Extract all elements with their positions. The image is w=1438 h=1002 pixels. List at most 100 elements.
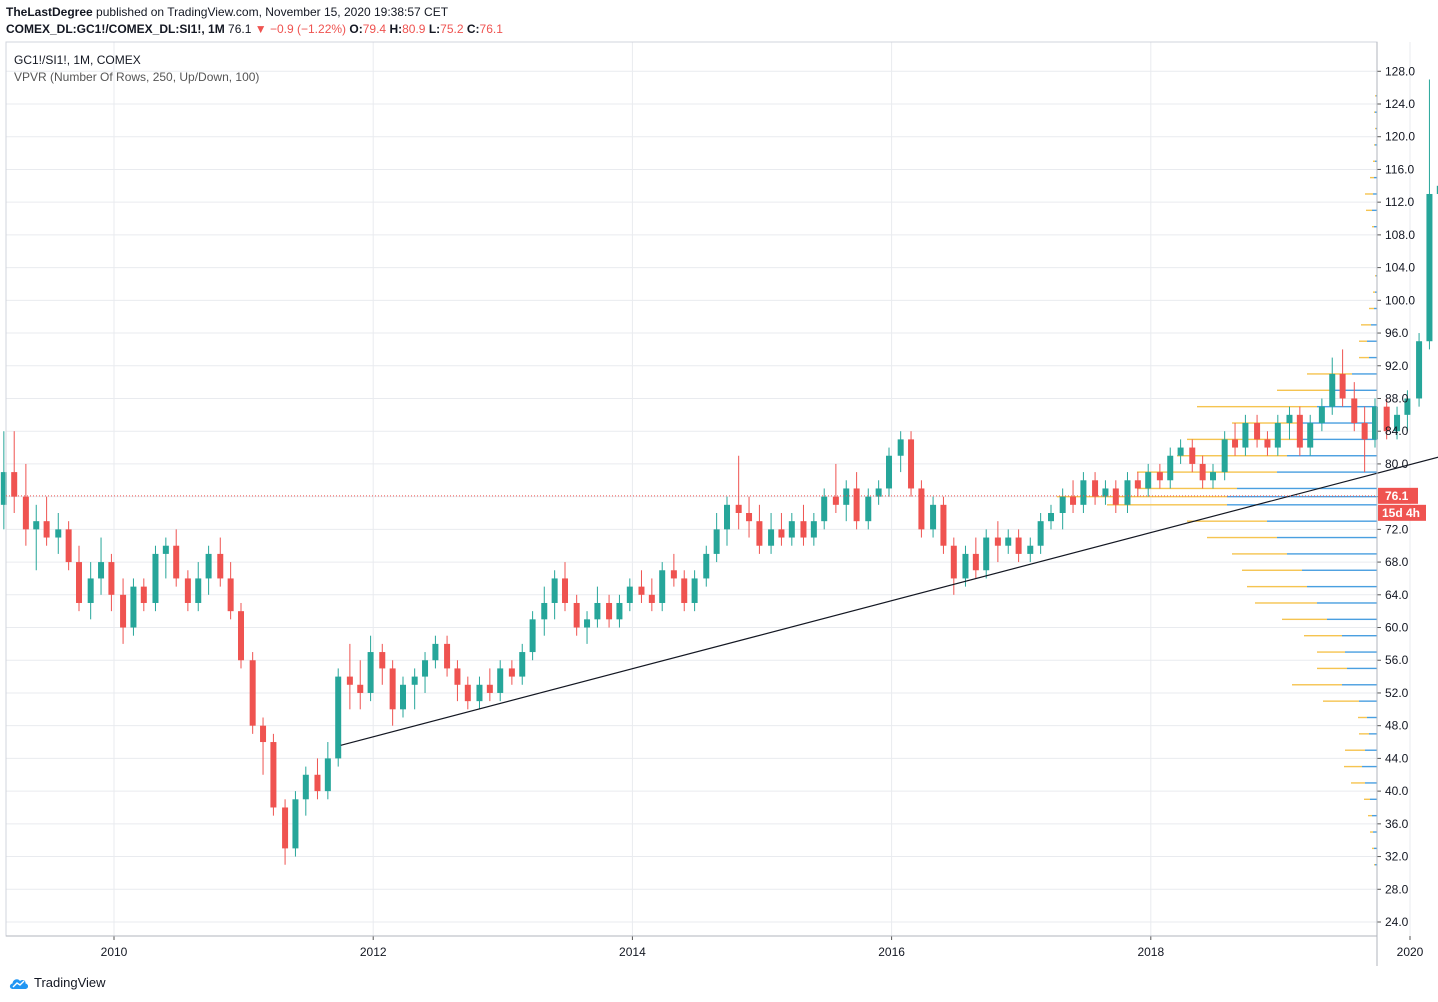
vp-up-bar bbox=[1375, 144, 1377, 146]
candle-body bbox=[1070, 496, 1077, 505]
candle-body bbox=[1102, 488, 1109, 497]
vp-up-bar bbox=[1327, 618, 1377, 621]
candle-body bbox=[778, 529, 785, 538]
vp-down-bar bbox=[1373, 291, 1375, 293]
vp-up-bar bbox=[1227, 495, 1377, 498]
vp-up-bar bbox=[1372, 209, 1377, 212]
candle-body bbox=[486, 684, 493, 693]
candle-body bbox=[1124, 480, 1131, 505]
candle-body bbox=[140, 586, 147, 603]
y-tick-label: 64.0 bbox=[1385, 588, 1409, 602]
vp-down-bar bbox=[1187, 520, 1267, 522]
x-tick-label: 2016 bbox=[878, 945, 905, 959]
vp-up-bar bbox=[1362, 765, 1377, 768]
candle bbox=[486, 668, 493, 702]
candle bbox=[551, 570, 558, 620]
candle-body bbox=[1361, 423, 1368, 440]
candle-body bbox=[411, 676, 418, 685]
vp-up-bar bbox=[1365, 782, 1377, 784]
vp-down-bar bbox=[1364, 798, 1370, 800]
candle bbox=[606, 594, 613, 628]
y-tick-label: 68.0 bbox=[1385, 555, 1409, 569]
footer-brand[interactable]: TradingView bbox=[8, 975, 106, 990]
candle-body bbox=[606, 602, 613, 620]
candle-body bbox=[1189, 447, 1196, 464]
candle-body bbox=[432, 643, 439, 661]
vp-up-bar bbox=[1375, 864, 1377, 866]
candle-body bbox=[865, 496, 872, 522]
y-tick-label: 36.0 bbox=[1385, 817, 1409, 831]
candle-body bbox=[713, 529, 720, 554]
symbol-name: COMEX_DL:GC1!/COMEX_DL:SI1!, 1M bbox=[6, 22, 225, 36]
vp-up-bar bbox=[1374, 307, 1377, 310]
candle-body bbox=[626, 586, 633, 603]
vp-down-bar bbox=[1358, 716, 1367, 719]
candle-body bbox=[1048, 513, 1055, 522]
vp-down-bar bbox=[1369, 307, 1374, 310]
candle-body bbox=[1037, 521, 1044, 546]
y-tick-label: 56.0 bbox=[1385, 653, 1409, 667]
candle bbox=[1210, 463, 1217, 489]
author-name[interactable]: TheLastDegree bbox=[6, 5, 93, 19]
vp-up-bar bbox=[1371, 324, 1377, 326]
indicator-label[interactable]: VPVR (Number Of Rows, 250, Up/Down, 100) bbox=[14, 70, 260, 84]
candle bbox=[865, 488, 872, 530]
vp-down-bar bbox=[1317, 667, 1347, 670]
vp-down-bar bbox=[1375, 127, 1376, 130]
candle-body bbox=[1199, 463, 1206, 481]
candle bbox=[1351, 382, 1358, 432]
vp-up-bar bbox=[1317, 405, 1377, 408]
candle-body bbox=[324, 758, 331, 792]
candle-body bbox=[1274, 423, 1281, 448]
tradingview-cloud-icon bbox=[9, 978, 29, 989]
last-price-label: 76.1 bbox=[1385, 489, 1409, 503]
axes: 24.0 28.0 32.0 36.0 40.0 44.0 48.0 52.0 56.0 60.0… bbox=[5, 41, 1426, 966]
candle-body bbox=[1015, 537, 1022, 554]
candle-body bbox=[1416, 341, 1423, 399]
x-tick-label: 2014 bbox=[619, 945, 646, 959]
candle bbox=[584, 611, 591, 644]
last-price: 76.1 bbox=[228, 22, 252, 36]
candle-body bbox=[1254, 423, 1261, 440]
vp-up-bar bbox=[1367, 716, 1377, 719]
candle bbox=[205, 545, 212, 595]
x-tick-label: 2010 bbox=[101, 945, 128, 959]
candle bbox=[217, 537, 224, 587]
candle bbox=[1027, 537, 1034, 563]
candle-body bbox=[1383, 406, 1390, 432]
candle bbox=[400, 676, 407, 718]
candle bbox=[1274, 414, 1281, 456]
candle bbox=[875, 480, 882, 505]
candle-body bbox=[55, 529, 62, 538]
vp-up-bar bbox=[1342, 684, 1377, 686]
candle-body bbox=[529, 619, 536, 653]
vp-down-bar bbox=[1375, 275, 1376, 277]
candle bbox=[130, 578, 137, 636]
y-tick-label: 124.0 bbox=[1385, 97, 1415, 111]
candle bbox=[1254, 414, 1261, 448]
candle bbox=[140, 578, 147, 612]
drawings[interactable]: 0(84.8)1(51.5) bbox=[340, 288, 1438, 746]
candle bbox=[983, 529, 990, 579]
vp-down-bar bbox=[1057, 495, 1227, 498]
y-tick-label: 32.0 bbox=[1385, 850, 1409, 864]
candle-body bbox=[756, 521, 763, 546]
candle bbox=[335, 668, 342, 767]
candle-body bbox=[1221, 439, 1228, 473]
candle-body bbox=[950, 545, 957, 579]
candle bbox=[120, 578, 127, 644]
candle bbox=[292, 791, 299, 857]
candle bbox=[108, 553, 115, 612]
symbol-line: COMEX_DL:GC1!/COMEX_DL:SI1!, 1M 76.1 ▼ −… bbox=[6, 21, 503, 37]
candle-body bbox=[562, 578, 569, 603]
candle bbox=[464, 676, 471, 710]
y-tick-label: 52.0 bbox=[1385, 686, 1409, 700]
candle-body bbox=[282, 807, 289, 849]
y-tick-label: 88.0 bbox=[1385, 391, 1409, 405]
candle-body bbox=[476, 684, 483, 702]
vp-down-bar bbox=[1242, 569, 1302, 571]
candle bbox=[648, 578, 655, 612]
vp-up-bar bbox=[1317, 602, 1377, 604]
candle-body bbox=[1329, 373, 1336, 407]
